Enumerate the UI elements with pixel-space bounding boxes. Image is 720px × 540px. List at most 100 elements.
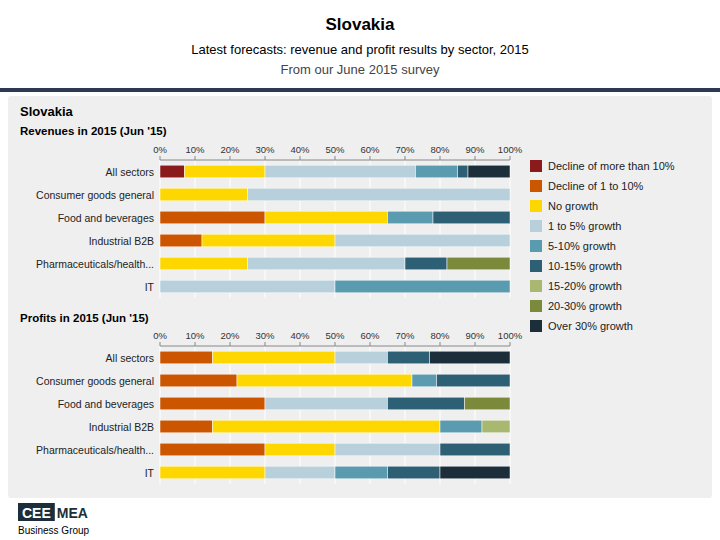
bar-segment xyxy=(160,165,185,178)
category-label: Industrial B2B xyxy=(89,235,154,247)
bar-segment xyxy=(335,280,510,293)
legend-swatch xyxy=(530,160,542,172)
bar-segment xyxy=(482,420,510,433)
grid-line xyxy=(160,160,161,298)
category-label: Consumer goods general xyxy=(36,189,154,201)
divider xyxy=(0,88,720,92)
grid-line xyxy=(265,160,266,298)
bar-segment xyxy=(437,374,511,387)
tick-mark xyxy=(405,342,406,346)
bar-segment xyxy=(248,257,406,270)
category-label: Consumer goods general xyxy=(36,375,154,387)
bar-segment xyxy=(388,211,434,224)
tick-label: 30% xyxy=(255,144,275,155)
tick-mark xyxy=(370,342,371,346)
legend-label: 15-20% growth xyxy=(548,280,622,292)
legend-label: 20-30% growth xyxy=(548,300,622,312)
logo-subtext: Business Group xyxy=(18,525,90,536)
tick-mark xyxy=(510,156,511,160)
section-title: Slovakia xyxy=(20,104,74,119)
bar-segment xyxy=(185,165,266,178)
grid-line xyxy=(230,346,231,484)
bar-segment xyxy=(335,443,440,456)
tick-label: 40% xyxy=(290,144,310,155)
bar-segment xyxy=(458,165,469,178)
grid-line xyxy=(405,346,406,484)
bar-segment xyxy=(160,443,265,456)
bar-segment xyxy=(388,397,465,410)
tick-mark xyxy=(405,156,406,160)
axis-line xyxy=(160,346,510,347)
tick-mark xyxy=(335,156,336,160)
tick-label: 50% xyxy=(325,144,345,155)
grid-line xyxy=(300,160,301,298)
legend-swatch xyxy=(530,220,542,232)
grid-line xyxy=(475,346,476,484)
bar-segment xyxy=(265,397,388,410)
background xyxy=(0,0,720,540)
category-label: All sectors xyxy=(106,352,154,364)
logo-text: MEA xyxy=(57,505,88,521)
tick-mark xyxy=(510,342,511,346)
tick-label: 90% xyxy=(465,330,485,341)
tick-mark xyxy=(160,342,161,346)
bar-segment xyxy=(388,466,441,479)
bar-segment xyxy=(388,351,430,364)
tick-label: 100% xyxy=(498,144,523,155)
bar-segment xyxy=(160,420,213,433)
legend-swatch xyxy=(530,200,542,212)
grid-line xyxy=(475,160,476,298)
grid-line xyxy=(335,346,336,484)
tick-label: 30% xyxy=(255,330,275,341)
tick-label: 70% xyxy=(395,144,415,155)
category-label: Food and beverages xyxy=(58,398,154,410)
category-label: Pharmaceuticals/health... xyxy=(36,444,154,456)
tick-label: 40% xyxy=(290,330,310,341)
grid-line xyxy=(370,160,371,298)
bar-segment xyxy=(335,466,388,479)
bars xyxy=(160,165,510,293)
legend-label: Decline of more than 10% xyxy=(548,160,675,172)
tick-mark xyxy=(160,156,161,160)
legend-label: 10-15% growth xyxy=(548,260,622,272)
logo: CEE MEA Business Group xyxy=(18,503,90,536)
grid-line xyxy=(195,160,196,298)
tick-label: 0% xyxy=(153,144,167,155)
bar-segment xyxy=(412,374,437,387)
bars xyxy=(160,351,510,479)
bar-segment xyxy=(405,257,447,270)
tick-label: 80% xyxy=(430,330,450,341)
tick-label: 50% xyxy=(325,330,345,341)
bar-segment xyxy=(265,211,388,224)
category-label: Food and beverages xyxy=(58,212,154,224)
category-label: All sectors xyxy=(106,166,154,178)
tick-label: 20% xyxy=(220,144,240,155)
tick-label: 80% xyxy=(430,144,450,155)
tick-mark xyxy=(370,156,371,160)
legend-label: Decline of 1 to 10% xyxy=(548,180,644,192)
logo-text: CEE xyxy=(22,505,51,521)
bar-segment xyxy=(335,351,388,364)
bar-segment xyxy=(335,234,510,247)
bar-segment xyxy=(265,466,335,479)
logo-box xyxy=(18,503,55,521)
legend-label: No growth xyxy=(548,200,598,212)
bar-segment xyxy=(265,165,416,178)
title: Slovakia xyxy=(326,15,396,34)
grid-line xyxy=(440,160,441,298)
tick-mark xyxy=(265,342,266,346)
bar-segment xyxy=(213,420,441,433)
legend-swatch xyxy=(530,300,542,312)
grid-line xyxy=(265,346,266,484)
grid-line xyxy=(335,160,336,298)
tick-label: 0% xyxy=(153,330,167,341)
grid-line xyxy=(160,346,161,484)
tick-mark xyxy=(440,342,441,346)
section-label: Revenues in 2015 (Jun '15) xyxy=(20,125,167,137)
legend-label: Over 30% growth xyxy=(548,320,633,332)
grid-line xyxy=(405,160,406,298)
axis-line xyxy=(160,160,510,161)
bar-segment xyxy=(465,397,511,410)
legend: Decline of more than 10% Decline of 1 to … xyxy=(530,160,675,332)
tick-label: 10% xyxy=(185,144,205,155)
